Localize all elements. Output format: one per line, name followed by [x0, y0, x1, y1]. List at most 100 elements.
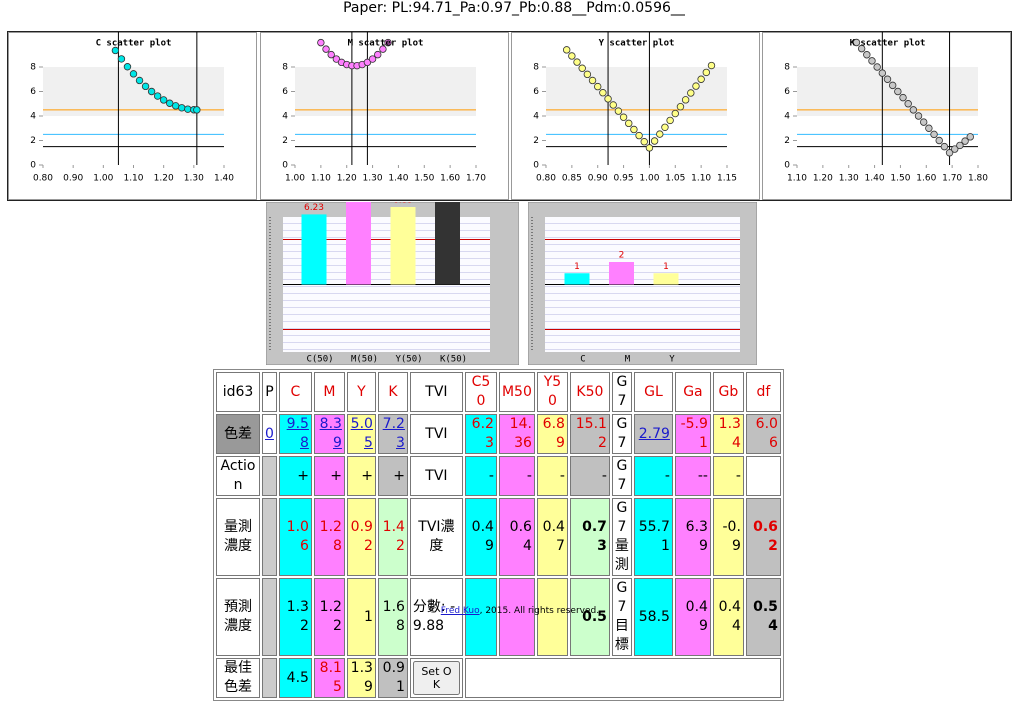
point — [573, 58, 581, 66]
cell-text: 0.62 — [753, 519, 778, 554]
point — [153, 92, 162, 100]
point — [878, 69, 887, 77]
table-cell: - — [464, 456, 497, 496]
point — [568, 52, 576, 60]
bar — [390, 206, 416, 285]
value-link[interactable]: 9.58 — [286, 416, 309, 451]
point — [322, 45, 330, 53]
point — [141, 82, 150, 91]
table-cell: 6.89 — [536, 414, 568, 454]
cell-text: TVI — [425, 467, 448, 484]
cell-text: Action — [220, 458, 256, 493]
bar — [609, 262, 634, 285]
point — [961, 137, 969, 145]
cell-text: M — [323, 383, 336, 400]
table-cell: TVI — [409, 372, 463, 412]
point — [619, 113, 628, 121]
table-cell: 9.58 — [278, 414, 312, 454]
x-tick-label: 1.40 — [214, 174, 234, 184]
point — [578, 64, 586, 72]
point — [583, 70, 592, 79]
point — [940, 142, 949, 151]
point — [594, 82, 602, 91]
x-tick-label: 1.00 — [639, 174, 659, 184]
point — [857, 44, 866, 53]
x-tick-label: 1.00 — [93, 174, 113, 184]
cell-text: 1.68 — [382, 599, 405, 634]
point — [930, 130, 938, 139]
table-cell: 色差 — [216, 414, 260, 454]
table-cell — [498, 578, 535, 656]
table-cell: 0.64 — [498, 498, 535, 576]
point — [707, 61, 716, 70]
value-link[interactable]: 5.05 — [350, 416, 373, 451]
point — [172, 102, 180, 110]
set-ok-button[interactable]: Set OK — [412, 661, 460, 695]
cell-text: 1 — [364, 608, 373, 625]
point — [111, 46, 120, 55]
x-tick-label: 1.10 — [123, 174, 143, 184]
cell-text: K50 — [576, 383, 604, 400]
value-label: 1 — [574, 262, 580, 272]
y-tick-label: 0 — [784, 161, 790, 171]
y-tick-label: 8 — [533, 63, 539, 73]
table-cell: -0.9 — [712, 498, 744, 576]
point — [868, 57, 876, 65]
table-cell: 1.22 — [313, 578, 345, 656]
point — [681, 96, 690, 104]
table-cell: 1.34 — [712, 414, 744, 454]
value-link[interactable]: 7.23 — [382, 416, 405, 451]
table-cell: -5.91 — [674, 414, 711, 454]
point — [123, 63, 132, 71]
cell-text: 15.12 — [575, 416, 607, 451]
table-cell: G7 — [611, 414, 632, 454]
table-cell: TVI — [409, 456, 463, 496]
table-cell: Gb — [712, 372, 744, 412]
bar — [435, 202, 460, 285]
cell-text: C50 — [471, 374, 491, 409]
value-label: 2 — [619, 251, 625, 261]
point — [671, 109, 679, 118]
cell-text: 1.42 — [382, 519, 405, 554]
table-cell: Y50 — [536, 372, 568, 412]
x-tick-label: 1.05 — [665, 174, 685, 184]
table-cell: 1 — [346, 578, 376, 656]
cell-text: 0.73 — [582, 519, 607, 554]
table-cell: 0.49 — [464, 498, 497, 576]
plot-title: Y scatter plot — [599, 39, 675, 49]
point — [883, 75, 892, 83]
table-cell: 8.39 — [313, 414, 345, 454]
value-link[interactable]: 0 — [265, 425, 274, 442]
table-cell: Set OK — [409, 658, 463, 698]
value-link[interactable]: 2.79 — [638, 425, 670, 442]
value-link[interactable]: 8.39 — [319, 416, 342, 451]
y-tick-label: 2 — [533, 136, 539, 146]
y-tick-label: 0 — [30, 161, 36, 171]
cell-text: 8.15 — [319, 660, 342, 695]
table-cell: id63 — [216, 372, 260, 412]
table-cell: 1.39 — [346, 658, 376, 698]
point — [687, 89, 695, 97]
table-cell: K — [377, 372, 408, 412]
y-tick-label: 0 — [533, 161, 539, 171]
author-link[interactable]: Fred Kuo — [440, 606, 480, 616]
cell-text: G7 — [616, 458, 628, 493]
y-tick-label: 6 — [30, 87, 36, 97]
table-cell: + — [278, 456, 312, 496]
empty-cell — [464, 658, 781, 698]
point — [384, 38, 392, 47]
cell-text: 0.49 — [471, 519, 494, 554]
x-tick-label: 0.85 — [562, 174, 582, 184]
chart: 1 C 2 M 1 Y — [528, 202, 757, 365]
x-tick-label: 0.95 — [614, 174, 634, 184]
cell-text: - — [559, 467, 565, 484]
x-tick-label: 1.10 — [311, 174, 331, 184]
point — [956, 141, 964, 150]
table-cell: 預測濃度 — [216, 578, 260, 656]
x-tick-label: 1.80 — [968, 174, 988, 184]
table-cell: P — [262, 372, 277, 412]
cell-text: TVI濃度 — [418, 519, 455, 554]
cell-text: 1.06 — [286, 519, 309, 554]
cell-text: 6.39 — [685, 519, 708, 554]
cell-text: df — [756, 383, 771, 400]
